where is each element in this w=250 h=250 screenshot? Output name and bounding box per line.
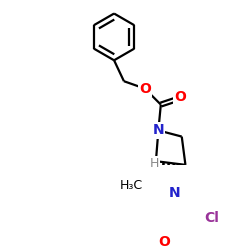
Text: N: N (168, 186, 180, 200)
Text: H₃C: H₃C (120, 179, 143, 192)
Text: O: O (139, 82, 151, 96)
Text: N: N (152, 124, 164, 138)
Text: Cl: Cl (204, 211, 219, 225)
Text: O: O (158, 235, 170, 249)
Text: H: H (150, 157, 159, 170)
Text: O: O (174, 90, 186, 104)
